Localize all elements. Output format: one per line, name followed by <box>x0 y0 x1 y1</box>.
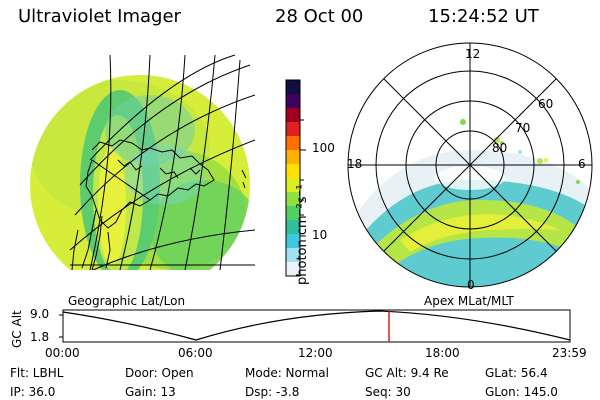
geographic-image <box>30 54 255 270</box>
date-label: 28 Oct 00 <box>275 6 364 27</box>
lat-label-80: 80 <box>492 141 508 155</box>
dsp-info: Dsp: -3.8 <box>245 385 300 399</box>
colorbar-segment <box>286 150 300 165</box>
colorbar-segment <box>286 164 300 179</box>
colorbar <box>285 79 301 277</box>
colorbar-segment <box>286 80 300 95</box>
time-tick-0000: 00:00 <box>45 346 80 360</box>
colorbar-segment <box>286 108 300 123</box>
altitude-ytick-low: 1.8 <box>30 330 50 344</box>
altitude-ytick-high: 9.0 <box>30 307 50 321</box>
time-tick-1800: 18:00 <box>425 346 460 360</box>
time-tick-2359: 23:59 <box>552 346 587 360</box>
time-label: 15:24:52 UT <box>428 6 539 27</box>
apex-caption: Apex MLat/MLT <box>424 294 514 308</box>
coastline <box>71 139 247 270</box>
time-tick-1200: 12:00 <box>298 346 333 360</box>
colorbar-segment <box>286 248 300 263</box>
altitude-curve <box>62 310 571 341</box>
mlt-label-0: 0 <box>467 278 475 292</box>
colorbar-segment <box>286 262 300 277</box>
altitude-plot <box>59 309 571 343</box>
polar-plot <box>347 42 593 288</box>
mlt-label-6: 6 <box>578 157 586 171</box>
glat-info: GLat: 56.4 <box>485 366 548 380</box>
seq-info: Seq: 30 <box>365 385 411 399</box>
colorbar-tick-100: 100 <box>312 141 335 155</box>
gain-info: Gain: 13 <box>125 385 176 399</box>
door-info: Door: Open <box>125 366 194 380</box>
colorbar-ticks <box>300 119 306 237</box>
colorbar-segment <box>286 94 300 109</box>
glon-info: GLon: 145.0 <box>485 385 558 399</box>
mlt-label-12: 12 <box>465 47 481 61</box>
altitude-ylabel: GC Alt <box>10 310 24 348</box>
lat-label-70: 70 <box>515 121 531 135</box>
mlt-label-18: 18 <box>347 157 363 171</box>
colorbar-frame <box>285 79 301 277</box>
time-tick-0600: 06:00 <box>178 346 213 360</box>
colorbar-tick-10: 10 <box>312 228 328 242</box>
gc-alt-info: GC Alt: 9.4 Re <box>365 366 449 380</box>
app-title: Ultraviolet Imager <box>18 6 181 27</box>
mode-info: Mode: Normal <box>245 366 329 380</box>
lat-label-60: 60 <box>538 97 554 111</box>
colorbar-segment <box>286 192 300 207</box>
filter-info: Flt: LBHL <box>10 366 64 380</box>
geographic-caption: Geographic Lat/Lon <box>68 294 186 308</box>
colorbar-segment <box>286 220 300 235</box>
colorbar-segment <box>286 122 300 137</box>
colorbar-segment <box>286 178 300 193</box>
colorbar-segment <box>286 206 300 221</box>
colorbar-segment <box>286 234 300 249</box>
polar-grid <box>347 42 593 288</box>
colorbar-unit-label: photon cm⁻²s⁻¹ <box>295 184 310 285</box>
ip-info: IP: 36.0 <box>10 385 56 399</box>
colorbar-segment <box>286 136 300 151</box>
